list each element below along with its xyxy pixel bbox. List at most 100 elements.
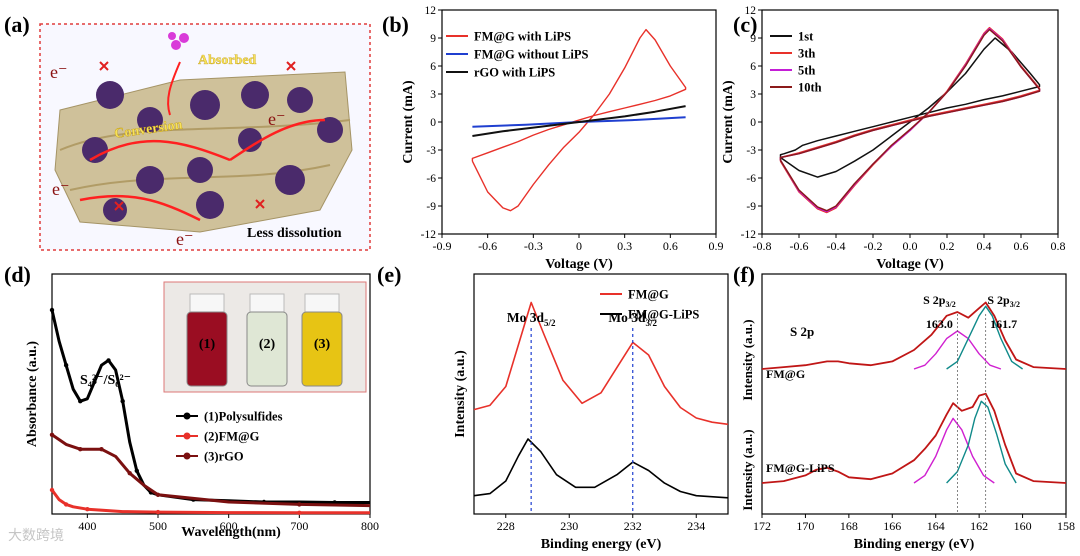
x-marker-icon [99, 61, 109, 71]
x-tick-label: 700 [290, 519, 308, 533]
x-tick-label: 230 [560, 519, 578, 533]
data-point [297, 502, 302, 507]
molecule-atom [179, 33, 189, 43]
x-tick-label: 0.4 [977, 239, 992, 253]
electron-arrow [229, 118, 326, 162]
data-point [78, 447, 83, 452]
x-axis-label: Voltage (V) [876, 257, 944, 272]
vial-label: (2) [259, 337, 276, 352]
x-marker-icon [255, 199, 265, 209]
vial [301, 311, 343, 387]
y-tick-label: 9 [430, 33, 436, 45]
x-tick-label: -0.4 [827, 239, 846, 253]
y-tick-label: -9 [426, 201, 436, 213]
x-tick-label: 228 [497, 519, 515, 533]
x-tick-label: 0.8 [1051, 239, 1066, 253]
data-point [127, 471, 132, 476]
peak-annotation: Mo 3d5/2 [507, 310, 556, 328]
plot-frame [761, 273, 1067, 515]
legend-label: (3)rGO [204, 450, 244, 464]
flower [136, 166, 164, 194]
flower [196, 191, 224, 219]
x-tick-label: -0.8 [753, 239, 772, 253]
data-point [85, 507, 90, 512]
x-axis-label: Voltage (V) [545, 257, 613, 272]
mos2-flowers [82, 81, 343, 222]
x-tick-label: 158 [1057, 519, 1075, 533]
peak-annotation: S 2p3/2 [923, 293, 956, 309]
flower [317, 117, 343, 143]
data-point [134, 468, 139, 473]
x-axis-label: Wavelength(nm) [181, 525, 281, 540]
legend-label: 1st [798, 30, 814, 44]
y-tick-label: 3 [750, 89, 756, 101]
series-line [471, 28, 687, 212]
row-label: FM@G [766, 367, 805, 381]
polysulfide-molecule [168, 32, 189, 50]
x-tick-label: -0.6 [478, 239, 497, 253]
y-axis-label: Intensity (a.u.) [740, 429, 755, 510]
series-line [761, 301, 1067, 370]
y-tick-label: 3 [430, 89, 436, 101]
legend-label: FM@G-LiPS [628, 308, 699, 322]
vial-cap [189, 293, 225, 313]
absorbed-arrow [167, 61, 181, 116]
data-point [49, 432, 55, 437]
x-tick-label: 0.0 [903, 239, 918, 253]
x-tick-label: 162 [970, 519, 988, 533]
electron-arrow [89, 139, 231, 162]
electron-arrow [79, 194, 201, 222]
peak-annotation: S 2p3/2 [987, 293, 1020, 309]
absorbed-label: Absorbed [198, 53, 257, 68]
series-line [51, 433, 371, 508]
flower [287, 87, 313, 113]
series-line [779, 26, 1041, 214]
peak-annotation: S₄²⁻/S₆²⁻ [80, 373, 131, 388]
flower [241, 81, 269, 109]
y-tick-label: -3 [746, 145, 756, 157]
data-point [120, 399, 125, 404]
data-point [78, 399, 83, 404]
series-line [946, 305, 1024, 370]
legend-marker [183, 432, 191, 440]
y-tick-label: 6 [750, 61, 756, 73]
x-tick-label: 0.2 [940, 239, 955, 253]
x-tick-label: 0 [576, 239, 582, 253]
legend-label: rGO with LiPS [474, 66, 555, 80]
x-tick-label: 800 [361, 519, 379, 533]
legend-label: 3th [798, 47, 815, 61]
panel-a: (a) [4, 12, 371, 251]
y-tick-label: -3 [426, 145, 436, 157]
x-tick-label: 166 [883, 519, 901, 533]
x-tick-label: 0.3 [617, 239, 632, 253]
x-tick-label: 600 [220, 519, 238, 533]
y-tick-label: 9 [750, 33, 756, 45]
x-tick-label: 500 [149, 519, 167, 533]
x-tick-label: 160 [1014, 519, 1032, 533]
vial-cap [304, 293, 340, 313]
chart-f: (f) 172 170 168 166 164 162 160 158 Binding energ… [733, 262, 1075, 552]
flower [190, 90, 220, 120]
x-tick-label: -0.2 [864, 239, 883, 253]
x-marker-icon [114, 201, 124, 211]
vial-label: (3) [314, 337, 331, 352]
data-point [49, 487, 55, 493]
electron-label: e⁻ [176, 229, 194, 249]
legend-marker [183, 452, 191, 460]
x-marker-icon [286, 61, 296, 71]
y-tick-label: 12 [425, 5, 437, 17]
x-tick-label: -0.3 [524, 239, 543, 253]
panel-f-label: (f) [733, 262, 755, 287]
series-line [472, 105, 686, 137]
vial-cap [249, 293, 285, 313]
series-line [946, 400, 1017, 484]
legend-label: FM@G without LiPS [474, 48, 588, 62]
legend-label: FM@G with LiPS [474, 30, 571, 44]
panel-c-label: (c) [733, 12, 757, 37]
chart-e: (e) 228 230 232 234 Binding energy (eV) Intens… [377, 262, 729, 552]
flower [137, 107, 163, 133]
data-point [63, 363, 69, 368]
series-line [473, 301, 729, 426]
chart-title: S 2p [790, 324, 814, 339]
data-point [297, 510, 302, 515]
